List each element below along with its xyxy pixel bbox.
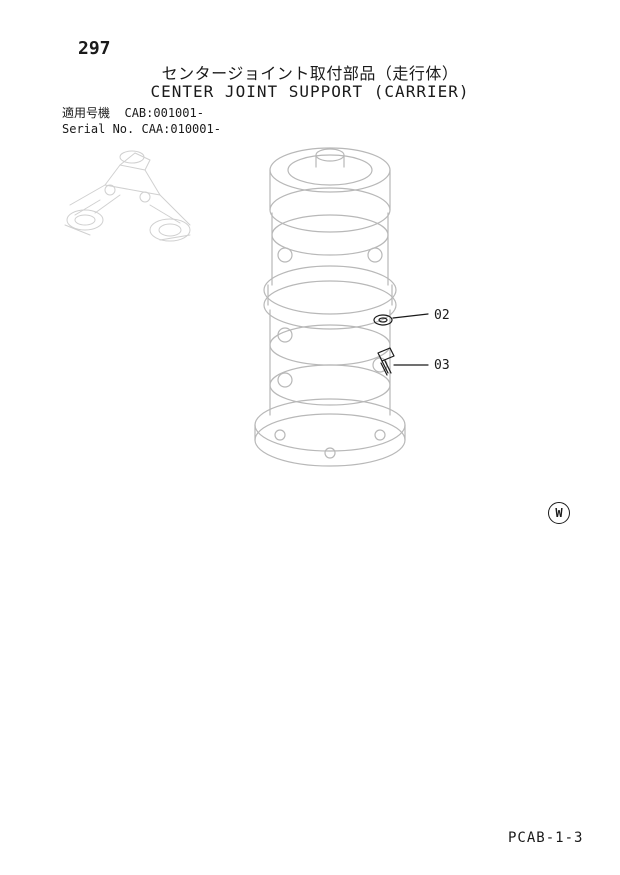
serial-code-1: CAB:001001- bbox=[124, 106, 203, 120]
page-number: 297 bbox=[78, 38, 111, 59]
title-english: CENTER JOINT SUPPORT (CARRIER) bbox=[0, 82, 620, 101]
serial-line-1: 適用号機 CAB:001001- bbox=[62, 106, 221, 122]
main-assembly bbox=[210, 135, 470, 495]
overview-sketch bbox=[50, 135, 220, 265]
serial-block: 適用号機 CAB:001001- Serial No. CAA:010001- bbox=[62, 106, 221, 137]
footer-code: PCAB-1-3 bbox=[508, 830, 583, 846]
callout-03-label: 03 bbox=[434, 358, 450, 373]
serial-code-2: CAA:010001- bbox=[141, 122, 220, 136]
title-japanese: センタージョイント取付部品（走行体） bbox=[0, 60, 620, 84]
revision-mark-letter: W bbox=[555, 506, 562, 520]
callout-02-label: 02 bbox=[434, 308, 450, 323]
serial-label-en: Serial No. bbox=[62, 122, 134, 136]
revision-mark: W bbox=[548, 502, 570, 524]
serial-label-jp: 適用号機 bbox=[62, 106, 110, 120]
page-root: 297 センタージョイント取付部品（走行体） CENTER JOINT SUPP… bbox=[0, 0, 620, 875]
